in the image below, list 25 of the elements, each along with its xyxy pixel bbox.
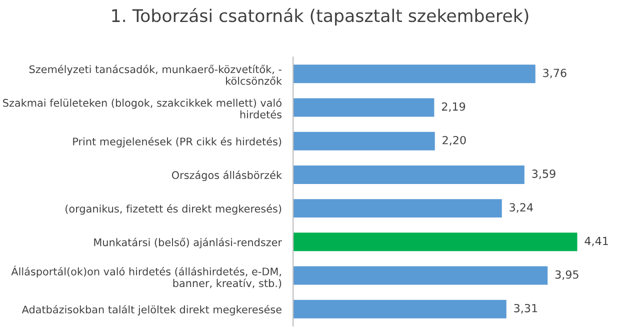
y-tick-label: Országos állásbörzék <box>172 170 282 182</box>
y-tick-label: Adatbázisokban talált jelöltek direkt megkeresése <box>22 304 282 316</box>
data-label: 3,59 <box>532 170 556 180</box>
y-tick-label: Munkatársi (belső) ajánlási-rendszer <box>94 238 282 248</box>
data-label: 4,41 <box>584 236 608 246</box>
data-label: 3,95 <box>555 270 578 280</box>
data-label: 3,24 <box>510 203 533 213</box>
y-tick-label: (organikus, fizetett és direkt megkeresés) <box>66 204 282 215</box>
y-tick-label: Print megjelenések (PR cikk és hirdetés) <box>73 136 282 148</box>
y-tick-label: Személyzeti tanácsadók, munkaerő-közvetítők, - kölcsönzők <box>29 64 282 85</box>
bar <box>293 232 578 252</box>
data-label: 2,19 <box>442 102 466 112</box>
bar <box>293 199 502 218</box>
bar <box>293 98 434 117</box>
data-label: 3,76 <box>543 68 566 78</box>
y-tick-label: Állásportál(ok)on való hirdetés (álláshirdetés, e-DM, banner, kreatív, stb.) <box>11 266 282 288</box>
y-tick-label: Szakmai felületeken (blogok, szakcikkek mellett) való hirdetés <box>3 98 282 118</box>
bar <box>293 266 548 285</box>
bar <box>293 64 536 84</box>
chart-title: 1. Toborzási csatornák (tapasztalt szekemberek) <box>112 8 528 26</box>
data-label: 3,31 <box>514 304 538 314</box>
bar <box>293 165 524 184</box>
bar <box>293 132 435 150</box>
bar <box>293 300 506 318</box>
data-label: 2,20 <box>442 136 466 146</box>
